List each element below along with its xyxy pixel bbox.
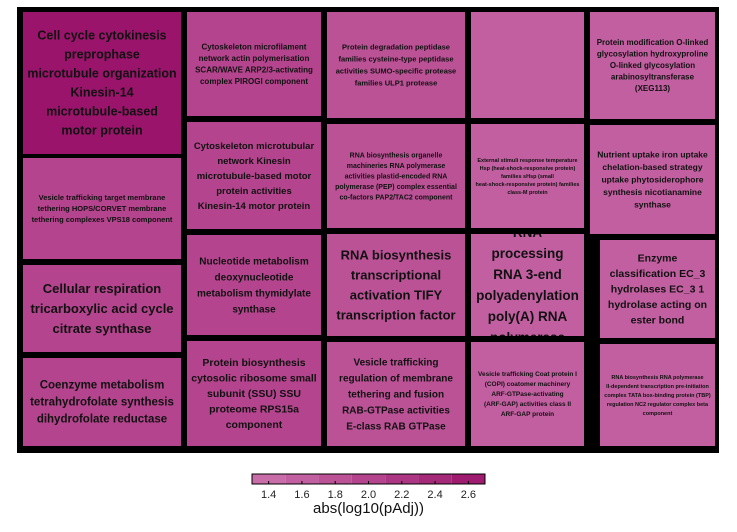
tile-label: Cellular respiration tricarboxylic acid c… — [30, 281, 173, 336]
tile-rect — [471, 12, 584, 118]
tile-label: RNA biosynthesis transcriptional activatio… — [336, 247, 455, 322]
tile-rect — [327, 124, 465, 228]
treemap-tile: RNAprocessingRNA 3-endpolyadenylationpol… — [471, 225, 584, 345]
tile-rect — [187, 12, 321, 116]
legend-swatch — [252, 474, 286, 484]
tile-rect — [23, 12, 181, 154]
treemap-tile: Vesicle trafficking Coat protein I (COPI)… — [471, 342, 584, 446]
tile-label: External stimuli response temperature Hsp… — [476, 158, 580, 196]
tile-label: RNA biosynthesis RNA polymerase II-depend… — [604, 375, 711, 417]
legend-tick-label: 1.8 — [328, 489, 343, 501]
tile-rect — [187, 235, 321, 335]
legend-swatch — [285, 474, 319, 484]
tile-rect — [327, 234, 465, 336]
treemap-tile: Nucleotide metabolism deoxynucleotide meta… — [187, 235, 321, 335]
treemap-tile: Cellular respiration tricarboxylic acid c… — [23, 265, 181, 352]
tile-label: Protein modification O-linked glycosylati… — [597, 38, 709, 93]
tile-label: RNAprocessingRNA 3-endpolyadenylationpol… — [476, 225, 579, 345]
treemap-tile: Enzyme classification EC_3 hydrolases EC_3… — [600, 240, 715, 338]
treemap-tile: External stimuli response temperature Hsp… — [471, 124, 584, 228]
tile-label: Cytoskeleton microtubular network Kinesin… — [194, 141, 315, 212]
tile-rect — [471, 124, 584, 228]
legend-tick-label: 1.6 — [294, 489, 309, 501]
tile-label: Vesicle trafficking Coat protein I (COPI)… — [478, 371, 577, 418]
tile-rect — [23, 158, 181, 259]
color-legend: 1.4 1.6 1.8 2.0 2.2 2.4 2.6 — [251, 473, 486, 501]
tile-label: Coenzyme metabolism tetrahydrofolate synt… — [30, 380, 174, 426]
tile-label: Vesicle trafficking regulation of membran… — [339, 358, 453, 433]
treemap-tile: Cytoskeleton microtubular network Kinesin… — [187, 122, 321, 229]
legend-tick-label: 2.4 — [427, 489, 442, 501]
tile-rect — [327, 342, 465, 446]
legend-tick-label: 2.0 — [361, 489, 376, 501]
treemap-tile: RNA biosynthesis transcriptional activatio… — [327, 234, 465, 336]
tile-label: Protein biosynthesis cytosolic ribosome s… — [191, 357, 317, 431]
treemap-tile: Cell cycle cytokinesis preprophase microtu… — [23, 12, 181, 154]
legend-swatch — [385, 474, 419, 484]
legend-swatch — [351, 474, 386, 484]
treemap-tile: Coenzyme metabolism tetrahydrofolate synt… — [23, 358, 181, 446]
tile-rect — [471, 234, 584, 336]
legend-tick-label: 2.2 — [394, 489, 409, 501]
tile-rect — [600, 344, 715, 446]
tile-rect — [23, 265, 181, 352]
legend-tick-label: 1.4 — [261, 489, 276, 501]
legend-tick-label: 2.6 — [461, 489, 476, 501]
legend-swatch — [418, 474, 452, 484]
treemap-tile: RNA biosynthesis organelle machineries RN… — [327, 124, 465, 228]
tile-label: Nutrient uptake iron uptake chelation-bas… — [597, 149, 708, 209]
tile-rect — [590, 12, 715, 119]
treemap-tile: Vesicle trafficking target membrane tethe… — [23, 158, 181, 259]
treemap-tile — [471, 12, 584, 118]
tile-label: Enzyme classification EC_3 hydrolases EC_3… — [608, 252, 707, 326]
tile-label: Cytoskeleton microfilament network actin … — [195, 42, 313, 86]
tile-rect — [600, 240, 715, 338]
tile-rect — [471, 342, 584, 446]
tile-rect — [23, 358, 181, 446]
legend-swatch — [318, 474, 352, 484]
tile-label: Protein degradation peptidase families cy… — [336, 43, 456, 88]
tile-rect — [590, 125, 715, 234]
tile-label: Vesicle trafficking target membrane tethe… — [32, 193, 173, 224]
tile-label: Nucleotide metabolism deoxynucleotide meta… — [197, 257, 311, 316]
treemap-tile: Cytoskeleton microfilament network actin … — [187, 12, 321, 116]
tile-rect — [187, 122, 321, 229]
treemap-tile: Vesicle trafficking regulation of membran… — [327, 342, 465, 446]
treemap-tile: Protein modification O-linked glycosylati… — [590, 12, 715, 119]
tile-label: Cell cycle cytokinesis preprophase microtu… — [27, 29, 176, 138]
legend-swatch — [451, 474, 485, 484]
treemap-tile: Protein biosynthesis cytosolic ribosome s… — [187, 341, 321, 446]
tile-label: RNA biosynthesis organelle machineries RN… — [335, 152, 457, 201]
treemap-tile: RNA biosynthesis RNA polymerase II-depend… — [600, 344, 715, 446]
tile-rect — [187, 341, 321, 446]
treemap-tile: Nutrient uptake iron uptake chelation-bas… — [590, 125, 715, 234]
tile-rect — [327, 12, 465, 118]
legend-title: abs(log10(pAdj)) — [313, 500, 424, 517]
treemap-tile: Protein degradation peptidase families cy… — [327, 12, 465, 118]
